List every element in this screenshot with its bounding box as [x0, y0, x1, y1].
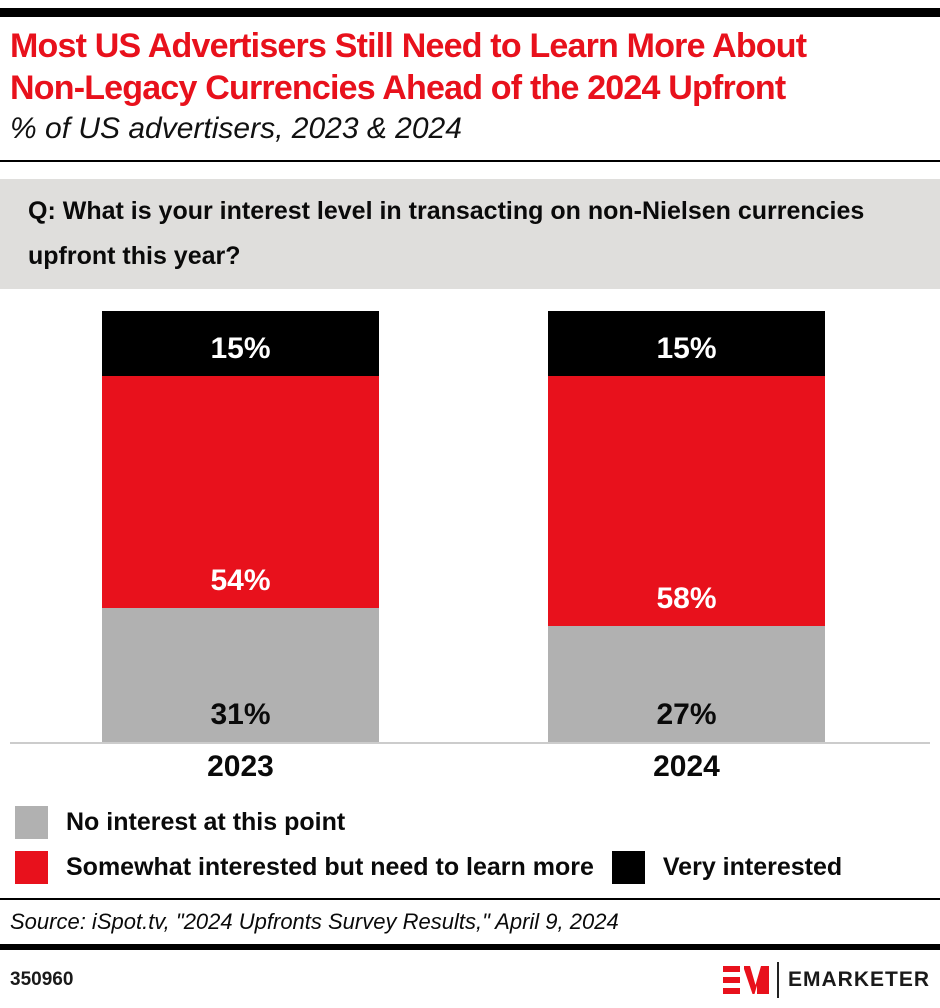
- header-divider: [0, 160, 940, 162]
- x-axis-label-2024: 2024: [653, 750, 720, 783]
- bar-2024: 15% 58% 27%: [548, 311, 825, 742]
- emarketer-logo: EMARKETER: [722, 962, 930, 998]
- title-line-1: Most US Advertisers Still Need to Learn …: [10, 27, 807, 65]
- bar-segment: 15%: [102, 311, 379, 376]
- legend-item-somewhat-interested: Somewhat interested but need to learn mo…: [15, 851, 594, 884]
- bar-2023: 15% 54% 31%: [102, 311, 379, 742]
- chart-subtitle: % of US advertisers, 2023 & 2024: [10, 112, 462, 145]
- legend: No interest at this point Somewhat inter…: [0, 806, 940, 884]
- stacked-bar-chart: 15% 54% 31% 15% 58% 27% 2023 2024: [0, 289, 940, 789]
- x-axis-line: [10, 742, 930, 744]
- bar-segment: 27%: [548, 625, 825, 742]
- footer: 350960 EMARKETER: [0, 950, 940, 998]
- bar-value-label: 58%: [656, 581, 717, 615]
- source-note: Source: iSpot.tv, "2024 Upfronts Survey …: [10, 909, 619, 934]
- survey-question-box: Q: What is your interest level in transa…: [0, 179, 940, 289]
- bar-segment: 31%: [102, 608, 379, 742]
- bar-segment: 54%: [102, 375, 379, 609]
- bar-segment: 58%: [548, 375, 825, 626]
- legend-swatch-gray: [15, 806, 48, 839]
- bar-value-label: 27%: [656, 697, 717, 731]
- title-line-2: Non-Legacy Currencies Ahead of the 2024 …: [10, 69, 786, 107]
- legend-item-no-interest: No interest at this point: [15, 806, 345, 839]
- legend-label: No interest at this point: [66, 808, 346, 836]
- bar-value-label: 31%: [210, 697, 271, 731]
- legend-label: Very interested: [662, 853, 843, 881]
- legend-row-1: No interest at this point: [15, 806, 940, 839]
- chart-id: 350960: [10, 969, 74, 990]
- bar-segment: 15%: [548, 311, 825, 376]
- x-axis-label-2023: 2023: [207, 750, 274, 783]
- bar-value-label: 15%: [210, 331, 271, 365]
- legend-item-very-interested: Very interested: [611, 851, 843, 884]
- footer-accent-bar: [0, 944, 940, 950]
- legend-swatch-red: [15, 851, 48, 884]
- legend-swatch-black: [611, 851, 645, 884]
- bar-value-label: 15%: [656, 331, 717, 365]
- legend-row-2: Somewhat interested but need to learn mo…: [15, 851, 940, 884]
- em-monogram-icon: [722, 966, 769, 994]
- brand-name: EMARKETER: [787, 968, 930, 991]
- top-accent-bar: [0, 8, 940, 17]
- logo-divider: [776, 962, 779, 998]
- source-divider: [0, 898, 940, 900]
- page-title: Most US Advertisers Still Need to Learn …: [10, 25, 930, 109]
- header: Most US Advertisers Still Need to Learn …: [0, 17, 940, 147]
- bar-value-label: 54%: [210, 564, 271, 598]
- legend-label: Somewhat interested but need to learn mo…: [66, 853, 594, 881]
